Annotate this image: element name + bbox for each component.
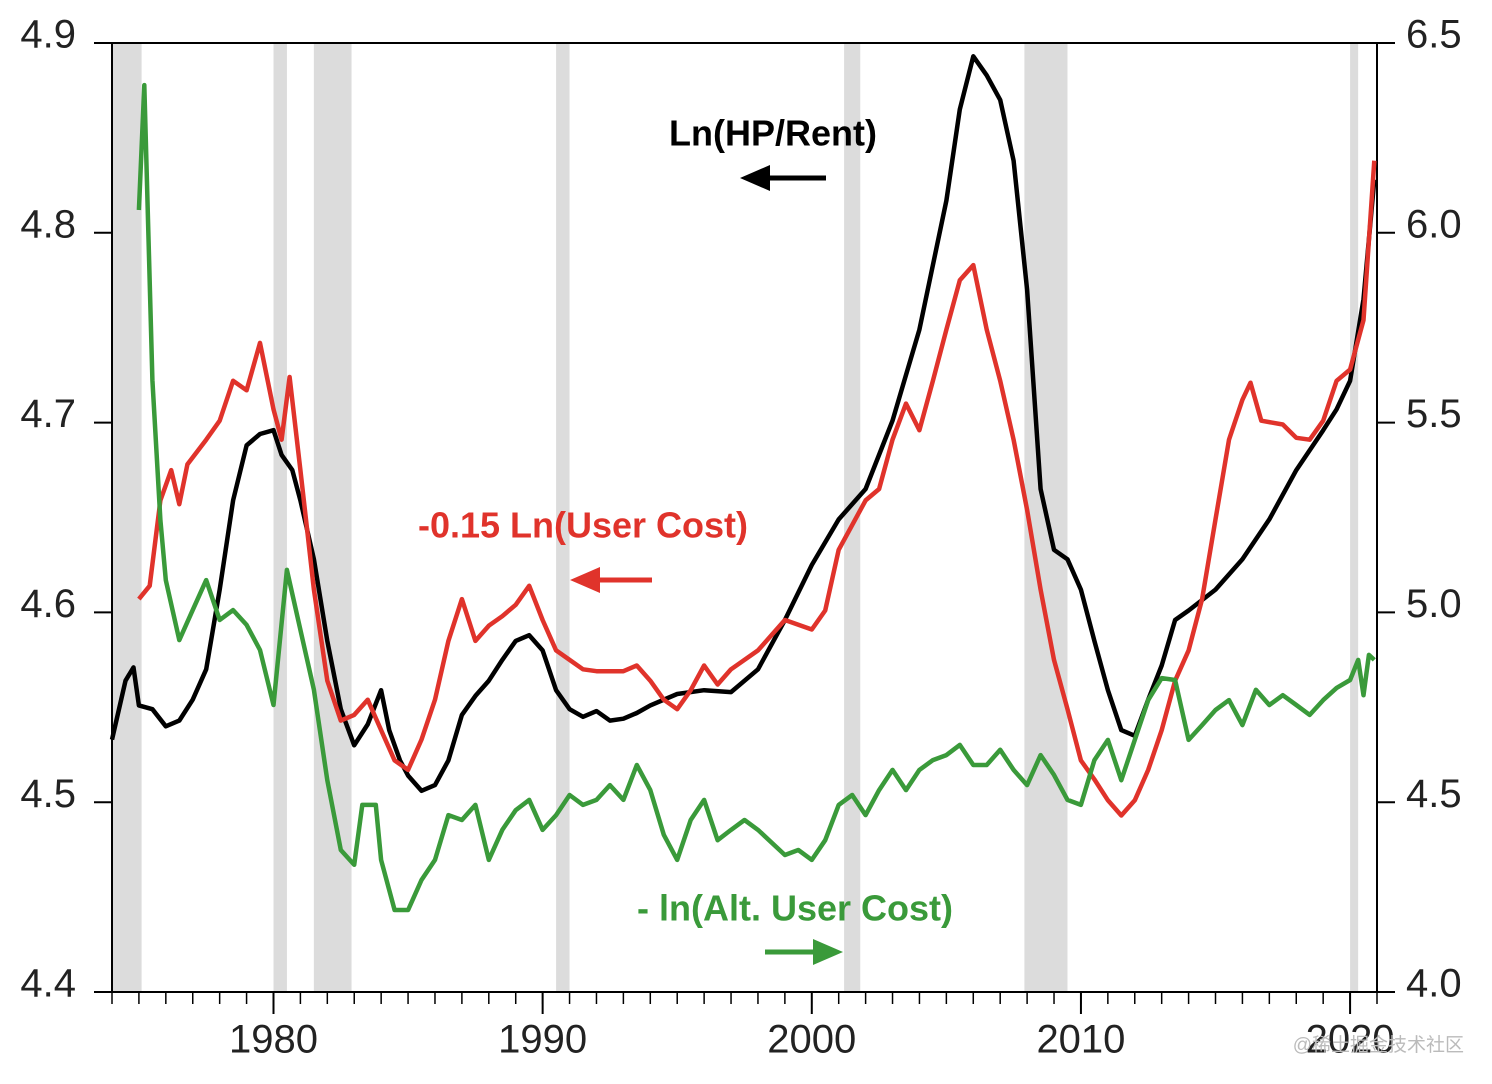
series-line xyxy=(137,160,1377,818)
y-tick-label: 4.9 xyxy=(20,13,76,57)
y-tick-label: 4.4 xyxy=(20,962,76,1006)
series-label: Ln(HP/Rent) xyxy=(669,113,877,154)
y2-tick-label: 5.0 xyxy=(1406,582,1462,626)
y2-tick-label: 5.5 xyxy=(1406,392,1462,436)
recession-band xyxy=(273,43,287,992)
recession-band xyxy=(112,43,142,992)
plot-frame xyxy=(111,42,1378,993)
x-tick-label: 2010 xyxy=(1036,1018,1125,1062)
x-tick-label: 1980 xyxy=(229,1018,318,1062)
label-arrowhead xyxy=(813,939,843,965)
recession-band xyxy=(556,43,570,992)
x-tick-label: 1990 xyxy=(498,1018,587,1062)
y2-tick-label: 4.5 xyxy=(1406,772,1462,816)
label-arrowhead xyxy=(570,567,600,593)
y-tick-label: 4.6 xyxy=(20,582,76,626)
y-tick-label: 4.7 xyxy=(20,392,76,436)
series-label: -0.15 Ln(User Cost) xyxy=(418,505,748,546)
recession-band xyxy=(1350,43,1359,992)
label-arrowhead xyxy=(740,165,770,191)
series-label: - ln(Alt. User Cost) xyxy=(637,888,953,929)
y-tick-label: 4.8 xyxy=(20,202,76,246)
recession-band xyxy=(313,43,352,992)
y2-tick-label: 6.0 xyxy=(1406,202,1462,246)
recession-band xyxy=(844,43,861,992)
series-line xyxy=(136,82,1376,913)
x-tick-label: 2020 xyxy=(1306,1018,1395,1062)
x-tick-label: 2000 xyxy=(767,1018,856,1062)
y2-tick-label: 4.0 xyxy=(1406,962,1462,1006)
y-tick-label: 4.5 xyxy=(20,772,76,816)
y2-tick-label: 6.5 xyxy=(1406,13,1462,57)
series-line xyxy=(109,54,1377,794)
watermark: @稀土掘金技术社区 xyxy=(1293,1034,1464,1056)
